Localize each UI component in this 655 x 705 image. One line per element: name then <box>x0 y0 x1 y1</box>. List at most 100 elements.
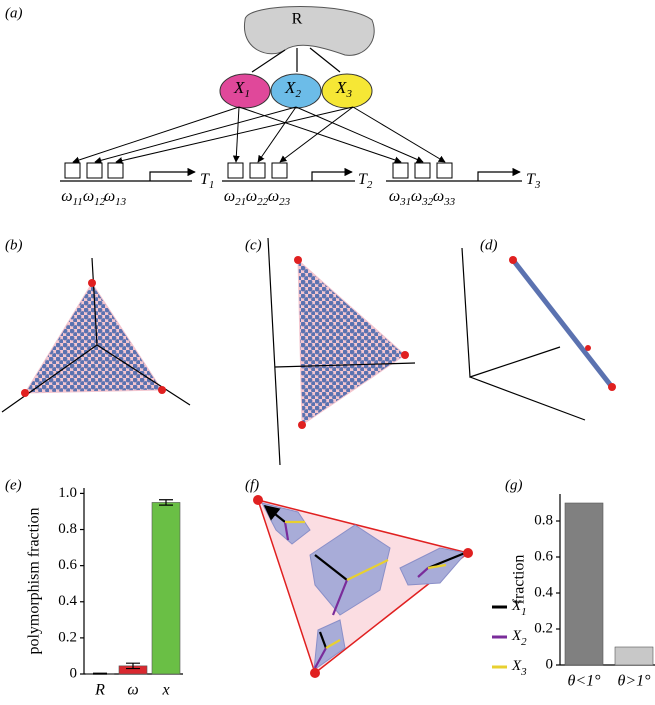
panel-d <box>461 247 616 421</box>
regulation-arrow <box>352 106 446 163</box>
vertex <box>608 383 616 391</box>
label-base: X <box>335 78 347 97</box>
site-label: ω23 <box>268 188 291 208</box>
label-base: ω <box>246 188 257 205</box>
error-bar <box>159 499 173 506</box>
target-label: T1 <box>200 171 214 191</box>
vertex <box>585 345 591 351</box>
y-tick-label: 0 <box>70 665 78 681</box>
binding-site <box>249 162 266 179</box>
binding-site <box>107 162 124 179</box>
label-sub: 3 <box>534 179 541 191</box>
point-cloud <box>24 282 163 394</box>
y-axis-label: fraction <box>511 555 528 605</box>
promoter-arrow <box>311 167 353 181</box>
regulation-arrow <box>295 106 424 163</box>
x-tick-label: ω <box>127 682 138 699</box>
regulation-arrow <box>257 106 297 163</box>
x-tick-label: θ<1° <box>567 673 601 690</box>
blob <box>309 524 391 616</box>
error-bar <box>126 662 140 670</box>
label-base: ω <box>268 188 279 205</box>
panel-label: (a) <box>5 5 23 21</box>
label-sub: 2 <box>295 88 301 100</box>
label-base: ω <box>83 188 94 205</box>
x-tick-label: x <box>161 682 169 699</box>
factor-shape <box>219 73 271 109</box>
y-tick-label: 0.4 <box>58 593 77 609</box>
x-tick-label: R <box>94 682 105 699</box>
vertex <box>310 668 320 678</box>
label-base: X <box>511 598 522 614</box>
diagram <box>60 6 522 182</box>
legend-label: X1 <box>511 598 527 617</box>
y-axis-label: polymorphism fraction <box>26 507 43 654</box>
vertex <box>253 495 263 505</box>
promoter-arrow <box>477 167 521 181</box>
label-sub: 3 <box>520 666 527 678</box>
bar <box>614 646 654 666</box>
regulator-label: R <box>292 11 303 28</box>
label-sub: 1 <box>244 88 250 100</box>
link <box>251 49 286 73</box>
y-tick-label: 1.0 <box>58 485 77 501</box>
vertex <box>158 386 166 394</box>
y-tick-label: 0.6 <box>58 557 77 573</box>
label-base: T <box>526 171 536 188</box>
site-label: ω12 <box>83 188 106 208</box>
regulation-arrow <box>94 106 297 164</box>
panel-f <box>253 495 473 678</box>
binding-site <box>227 162 244 179</box>
vertex <box>509 256 517 264</box>
panel-c <box>267 237 416 466</box>
y-tick-label: 0.6 <box>534 548 553 564</box>
panel-label: (g) <box>505 477 523 493</box>
panel-label: (c) <box>245 237 262 253</box>
binding-site <box>436 162 453 179</box>
legend-label: X2 <box>511 628 527 647</box>
label-base: X <box>511 658 522 674</box>
x-tick-label: θ>1° <box>617 673 651 690</box>
panel-label: (d) <box>480 237 498 253</box>
label-base: T <box>358 171 368 188</box>
promoter-arrow <box>149 167 196 181</box>
factor-label: X1 <box>233 78 250 100</box>
vertex <box>294 256 302 264</box>
error-bar <box>93 672 107 675</box>
y-tick-label: 0 <box>546 656 554 672</box>
bar <box>564 502 604 666</box>
link <box>309 47 341 73</box>
binding-site <box>64 162 81 179</box>
regulation-arrow <box>279 106 354 163</box>
panel-label: (b) <box>5 237 23 253</box>
bar <box>151 502 181 675</box>
label-base: ω <box>411 188 422 205</box>
regulation-arrow <box>238 106 402 164</box>
label-base: ω <box>433 188 444 205</box>
regulator-shape <box>244 6 375 56</box>
axes <box>1 257 191 413</box>
label-base: X <box>511 628 522 644</box>
site-label: ω21 <box>224 188 246 208</box>
axes <box>267 237 416 466</box>
factor-shape <box>270 73 322 109</box>
regulation-arrow <box>232 106 240 163</box>
y-tick-label: 0.4 <box>534 584 553 600</box>
y-tick-label: 0.2 <box>534 620 553 636</box>
vertex <box>463 548 473 558</box>
panel-label: (e) <box>5 477 22 493</box>
label-sub: 3 <box>345 88 352 100</box>
y-tick-label: 0.2 <box>58 629 77 645</box>
y-tick-label: 0.8 <box>58 521 77 537</box>
label-base: ω <box>61 188 72 205</box>
label-sub: 22 <box>257 196 269 208</box>
label-sub: 1 <box>521 606 527 618</box>
label-sub: 2 <box>521 636 527 648</box>
label-base: X <box>284 78 296 97</box>
vertex <box>401 351 409 359</box>
panel-label: (f) <box>245 477 259 493</box>
label-sub: 21 <box>235 196 246 208</box>
label-base: X <box>233 78 245 97</box>
label-sub: 11 <box>73 196 83 208</box>
